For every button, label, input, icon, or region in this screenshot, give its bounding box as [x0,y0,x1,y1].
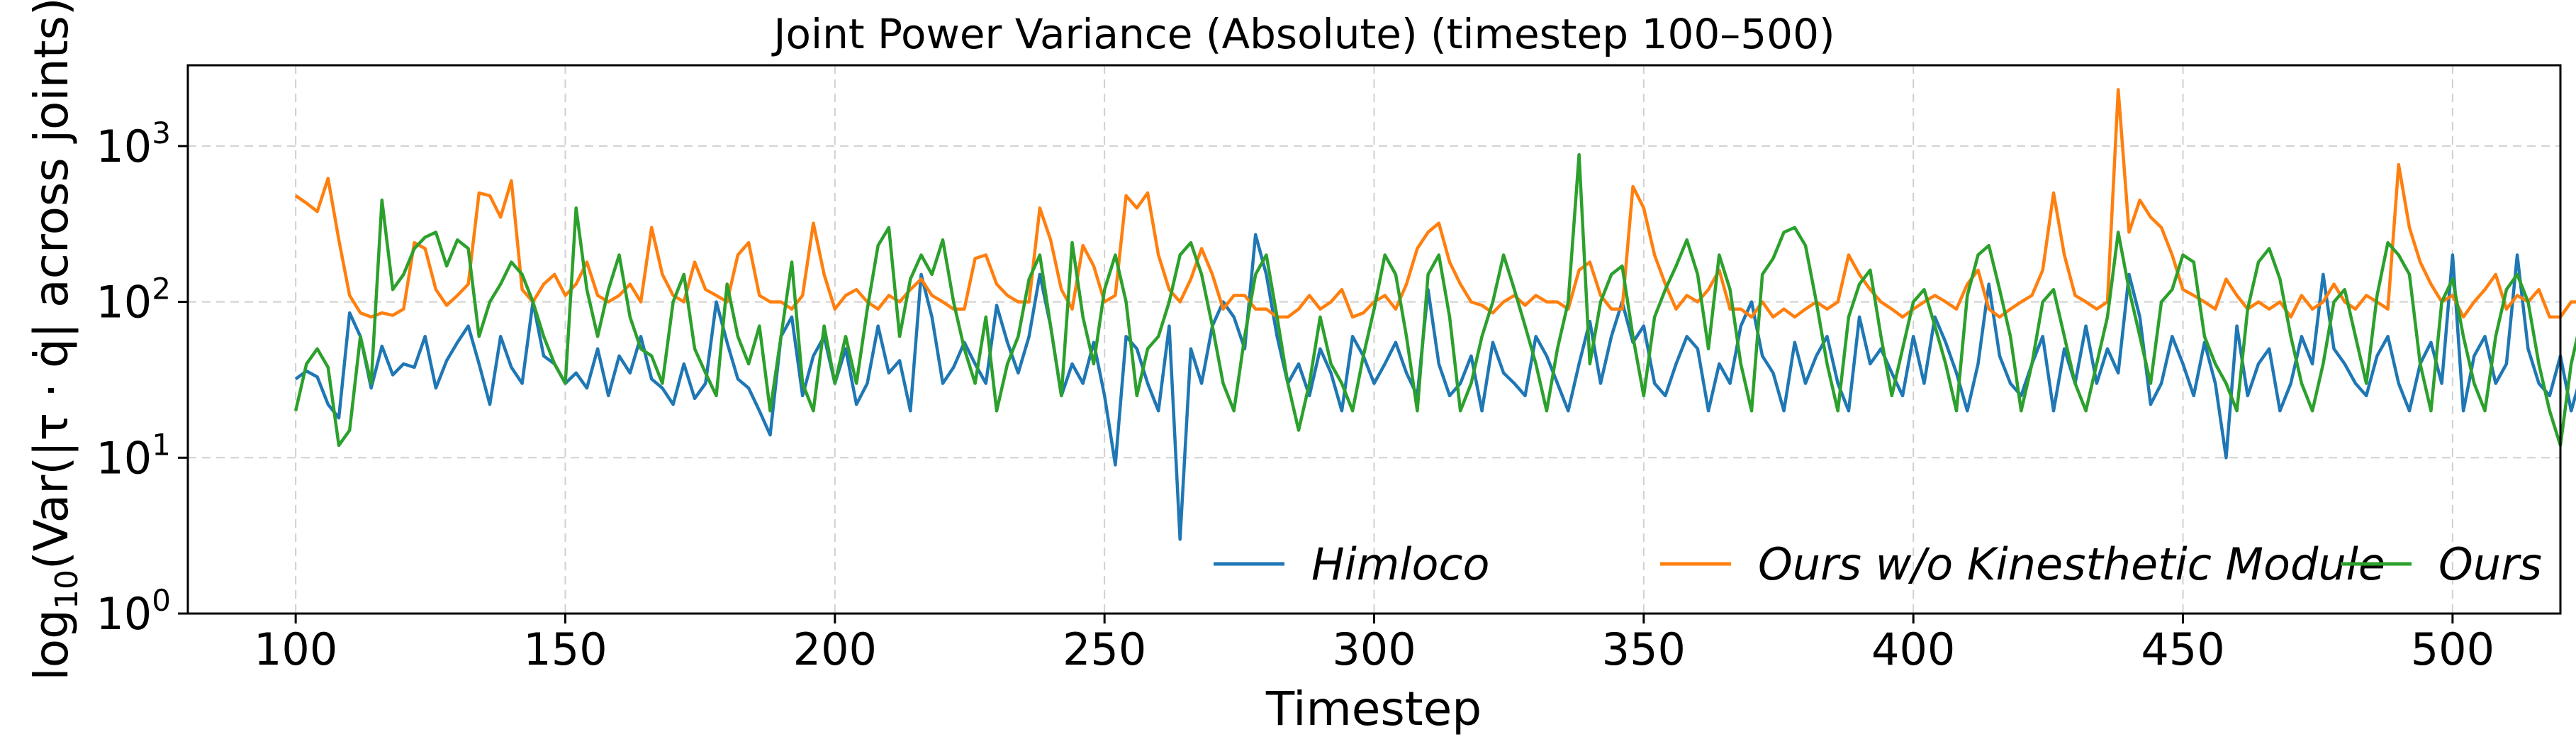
series-lines [293,88,2576,541]
x-axis: 100 150 200 250 300 350 400 450 500 [254,614,2494,675]
x-tick-label: 100 [254,623,337,675]
y-tick-label: 102 [96,272,171,328]
x-tick-label: 350 [1602,623,1686,675]
x-tick-label: 250 [1063,623,1146,675]
series-line-himloco [294,233,2576,541]
y-tick-label: 101 [96,427,171,484]
x-tick-label: 500 [2411,623,2494,675]
y-tick-label: 100 [96,583,171,640]
series-line-ours-w-o-kinesthetic-module [294,88,2576,319]
y-axis-label-subscript: 10 [49,570,85,609]
y-axis-label: log10(Var(|τ · q̇| across joints) [24,0,85,681]
y-tick-label: 103 [96,116,171,172]
y-axis-label-body: (Var(|τ · q̇| across joints) [24,0,79,570]
legend: Himloco Ours w/o Kinesthetic Module Ours [1214,538,2542,590]
x-tick-label: 300 [1332,623,1416,675]
legend-label: Himloco [1311,538,1489,590]
x-axis-label: Timestep [1265,682,1482,736]
series-line-ours [293,153,2576,448]
chart-title: Joint Power Variance (Absolute) (timeste… [771,10,1835,58]
x-tick-label: 200 [793,623,877,675]
legend-label: Ours [2438,538,2542,590]
y-axis-label-log: log [24,609,79,681]
y-axis: 100 101 102 103 [96,116,188,640]
x-tick-label: 150 [523,623,607,675]
x-tick-label: 450 [2141,623,2224,675]
legend-label: Ours w/o Kinesthetic Module [1758,538,2385,590]
x-tick-label: 400 [1871,623,1955,675]
